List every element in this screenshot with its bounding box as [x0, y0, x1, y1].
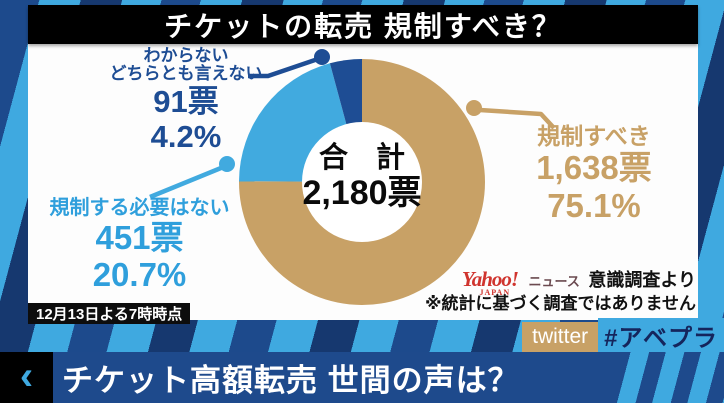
survey-source-text: 意識調査より	[588, 270, 696, 290]
ticker-bar: ‹ チケット高額転売 世間の声は？	[0, 352, 724, 403]
timestamp-badge: 12月13日よる7時時点	[28, 303, 191, 324]
callout-yes-pct: 75.1%	[547, 186, 641, 224]
total-number: 2,180票	[302, 173, 422, 212]
callout-no-label: 規制する必要はない	[49, 197, 230, 219]
source-attribution: Yahoo! JAPAN ニュース 意識調査より	[396, 266, 696, 297]
donut-total: 合 計 2,180票	[262, 142, 462, 212]
yahoo-logo: Yahoo! JAPAN	[461, 267, 519, 297]
yahoo-news-label: ニュース	[528, 274, 580, 289]
callout-undecided-label-2: どちらとも言えない	[109, 63, 263, 83]
survey-disclaimer: ※統計に基づく調査ではありません	[424, 294, 696, 313]
yahoo-logo-japan: JAPAN	[479, 288, 511, 297]
hashtag-badge: #アベプラ	[598, 318, 724, 352]
total-word: 合 計	[318, 142, 416, 174]
yahoo-logo-text: Yahoo!	[461, 267, 519, 291]
callout-no-pct: 20.7%	[92, 255, 187, 293]
social-row: twitter #アベプラ	[522, 318, 724, 352]
ticker-headline: チケット高額転売 世間の声は？	[62, 363, 520, 398]
chevron-left-icon: ‹	[19, 353, 34, 398]
callout-should-regulate: 規制すべき 1,638票 75.1%	[488, 124, 700, 223]
callout-undecided: わからない どちらとも言えない 91票 4.2%	[88, 47, 284, 154]
callout-undecided-pct: 4.2%	[150, 119, 222, 155]
callout-undecided-label-1: わからない	[143, 46, 229, 65]
title-bar: チケットの転売 規制すべき？	[28, 5, 698, 44]
page-title: チケットの転売 規制すべき？	[164, 10, 562, 42]
callout-undecided-votes: 91票	[153, 83, 219, 119]
callout-yes-votes: 1,638票	[536, 149, 652, 187]
twitter-badge: twitter	[522, 322, 599, 352]
back-chevron-box: ‹	[0, 352, 53, 403]
ticker-stripe-decoration	[614, 352, 724, 403]
callout-yes-label: 規制すべき	[537, 123, 651, 149]
callout-no-regulation: 規制する必要はない 451票 20.7%	[22, 198, 257, 292]
callout-no-votes: 451票	[95, 219, 184, 256]
